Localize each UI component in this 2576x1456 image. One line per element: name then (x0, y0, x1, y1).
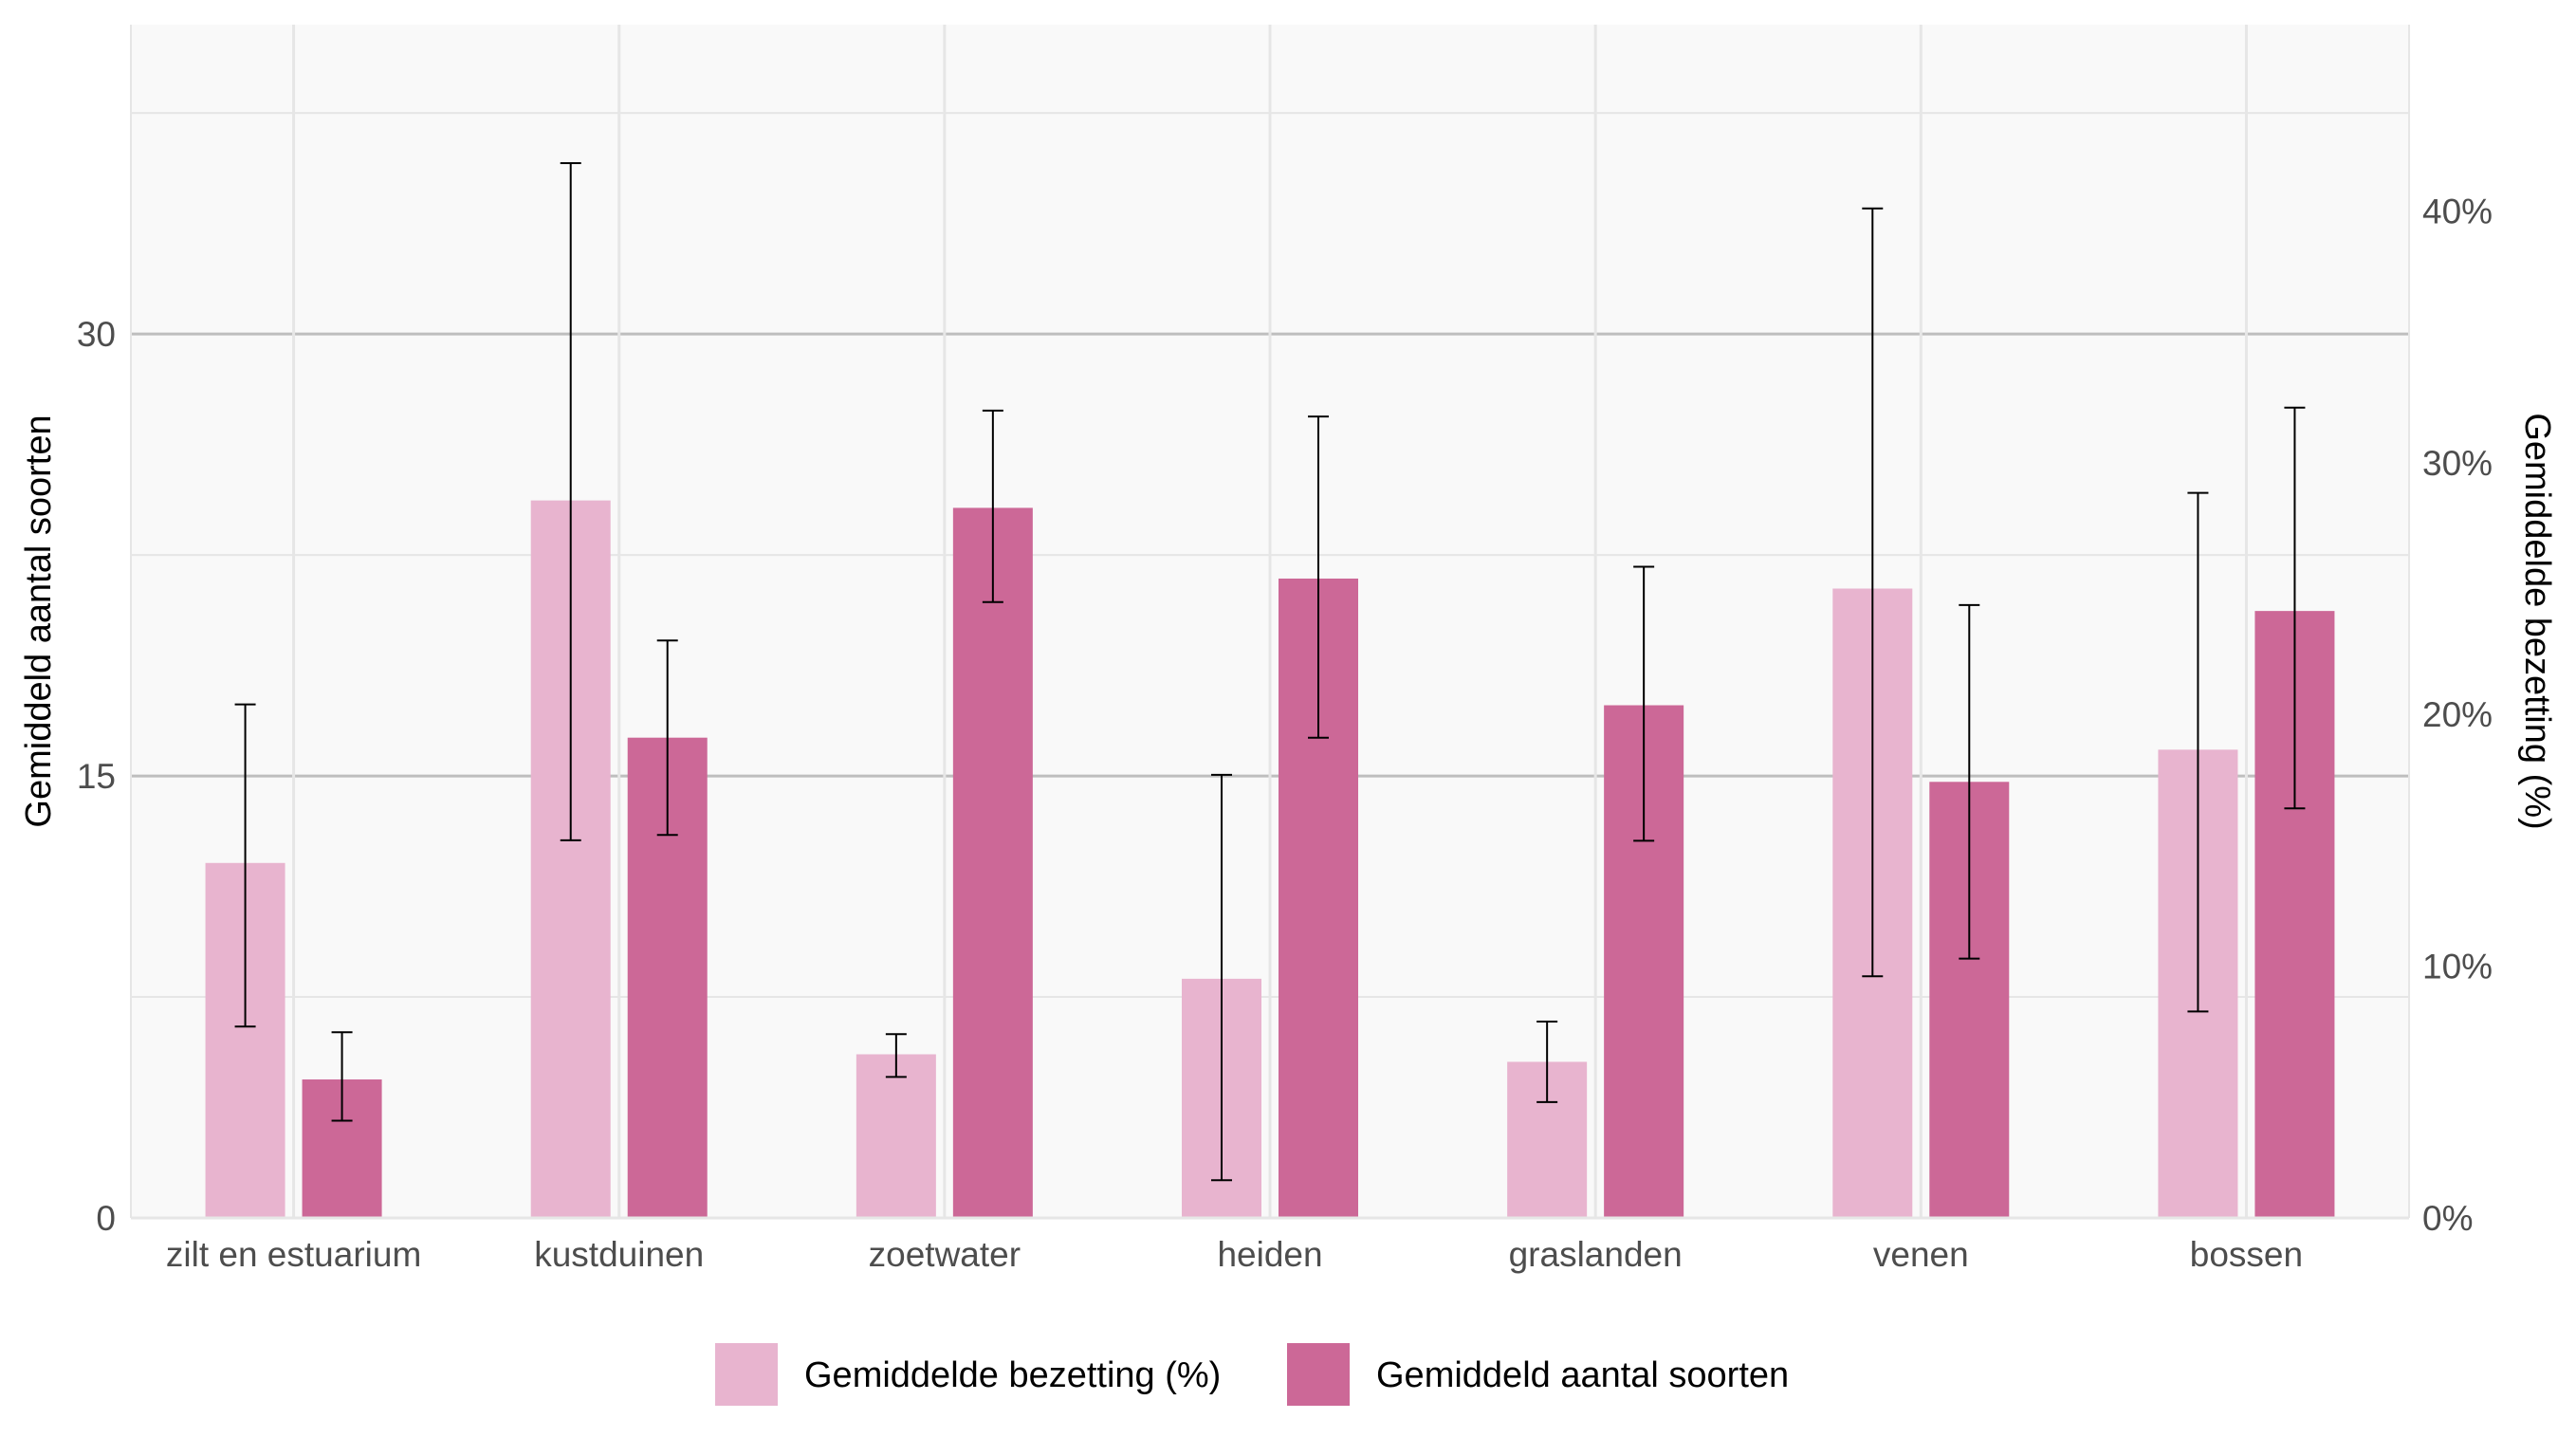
error-bar (560, 161, 581, 841)
error-bars (234, 161, 2306, 1182)
y-right-tick-label: 20% (2422, 695, 2493, 734)
error-bar (885, 1033, 907, 1078)
error-bar (234, 703, 256, 1028)
error-bar (982, 409, 1003, 603)
error-bar (1308, 415, 1329, 739)
y-right-tick-label: 10% (2422, 948, 2493, 986)
x-tick-label: heiden (1217, 1235, 1322, 1274)
legend-key-soorten (1287, 1343, 1350, 1406)
error-bar (1536, 1020, 1558, 1103)
plot-panel (131, 25, 2409, 1220)
error-bar (1633, 565, 1655, 842)
bar-soorten (952, 507, 1033, 1218)
y-right-axis-title: Gemiddelde bezetting (%) (2517, 413, 2557, 829)
y-left-tick-label: 15 (77, 757, 116, 796)
error-bar (2187, 491, 2209, 1013)
y-right-tick-label: 40% (2422, 192, 2493, 230)
x-tick-label: graslanden (1509, 1235, 1683, 1274)
legend: Gemiddelde bezetting (%) Gemiddeld aanta… (715, 1343, 1789, 1406)
bar-bezetting (856, 1054, 936, 1218)
x-tick-label: zoetwater (869, 1235, 1021, 1274)
error-bar (331, 1031, 353, 1122)
error-bar (656, 639, 678, 837)
x-tick-label: zilt en estuarium (166, 1235, 421, 1274)
y-left-axis-title: Gemiddeld aantal soorten (19, 415, 59, 827)
error-bar (1862, 207, 1884, 978)
x-tick-label: bossen (2190, 1235, 2303, 1274)
axes: 0 15 30 0% 10% 20% 30% 40% zilt en estuarium kust… (77, 25, 2493, 1274)
legend-key-bezetting (715, 1343, 778, 1406)
legend-label-bezetting: Gemiddelde bezetting (%) (804, 1355, 1221, 1395)
y-right-tick-label: 0% (2422, 1199, 2473, 1238)
y-left-tick-label: 30 (77, 315, 116, 354)
y-left-tick-label: 0 (96, 1199, 116, 1238)
error-bar (2284, 406, 2306, 810)
error-bar (1211, 773, 1232, 1182)
bars (205, 500, 2335, 1218)
error-bar (1959, 603, 1980, 960)
x-tick-label: kustduinen (534, 1235, 704, 1274)
y-right-tick-label: 30% (2422, 444, 2493, 483)
x-tick-label: venen (1873, 1235, 1969, 1274)
legend-label-soorten: Gemiddeld aantal soorten (1376, 1355, 1789, 1395)
